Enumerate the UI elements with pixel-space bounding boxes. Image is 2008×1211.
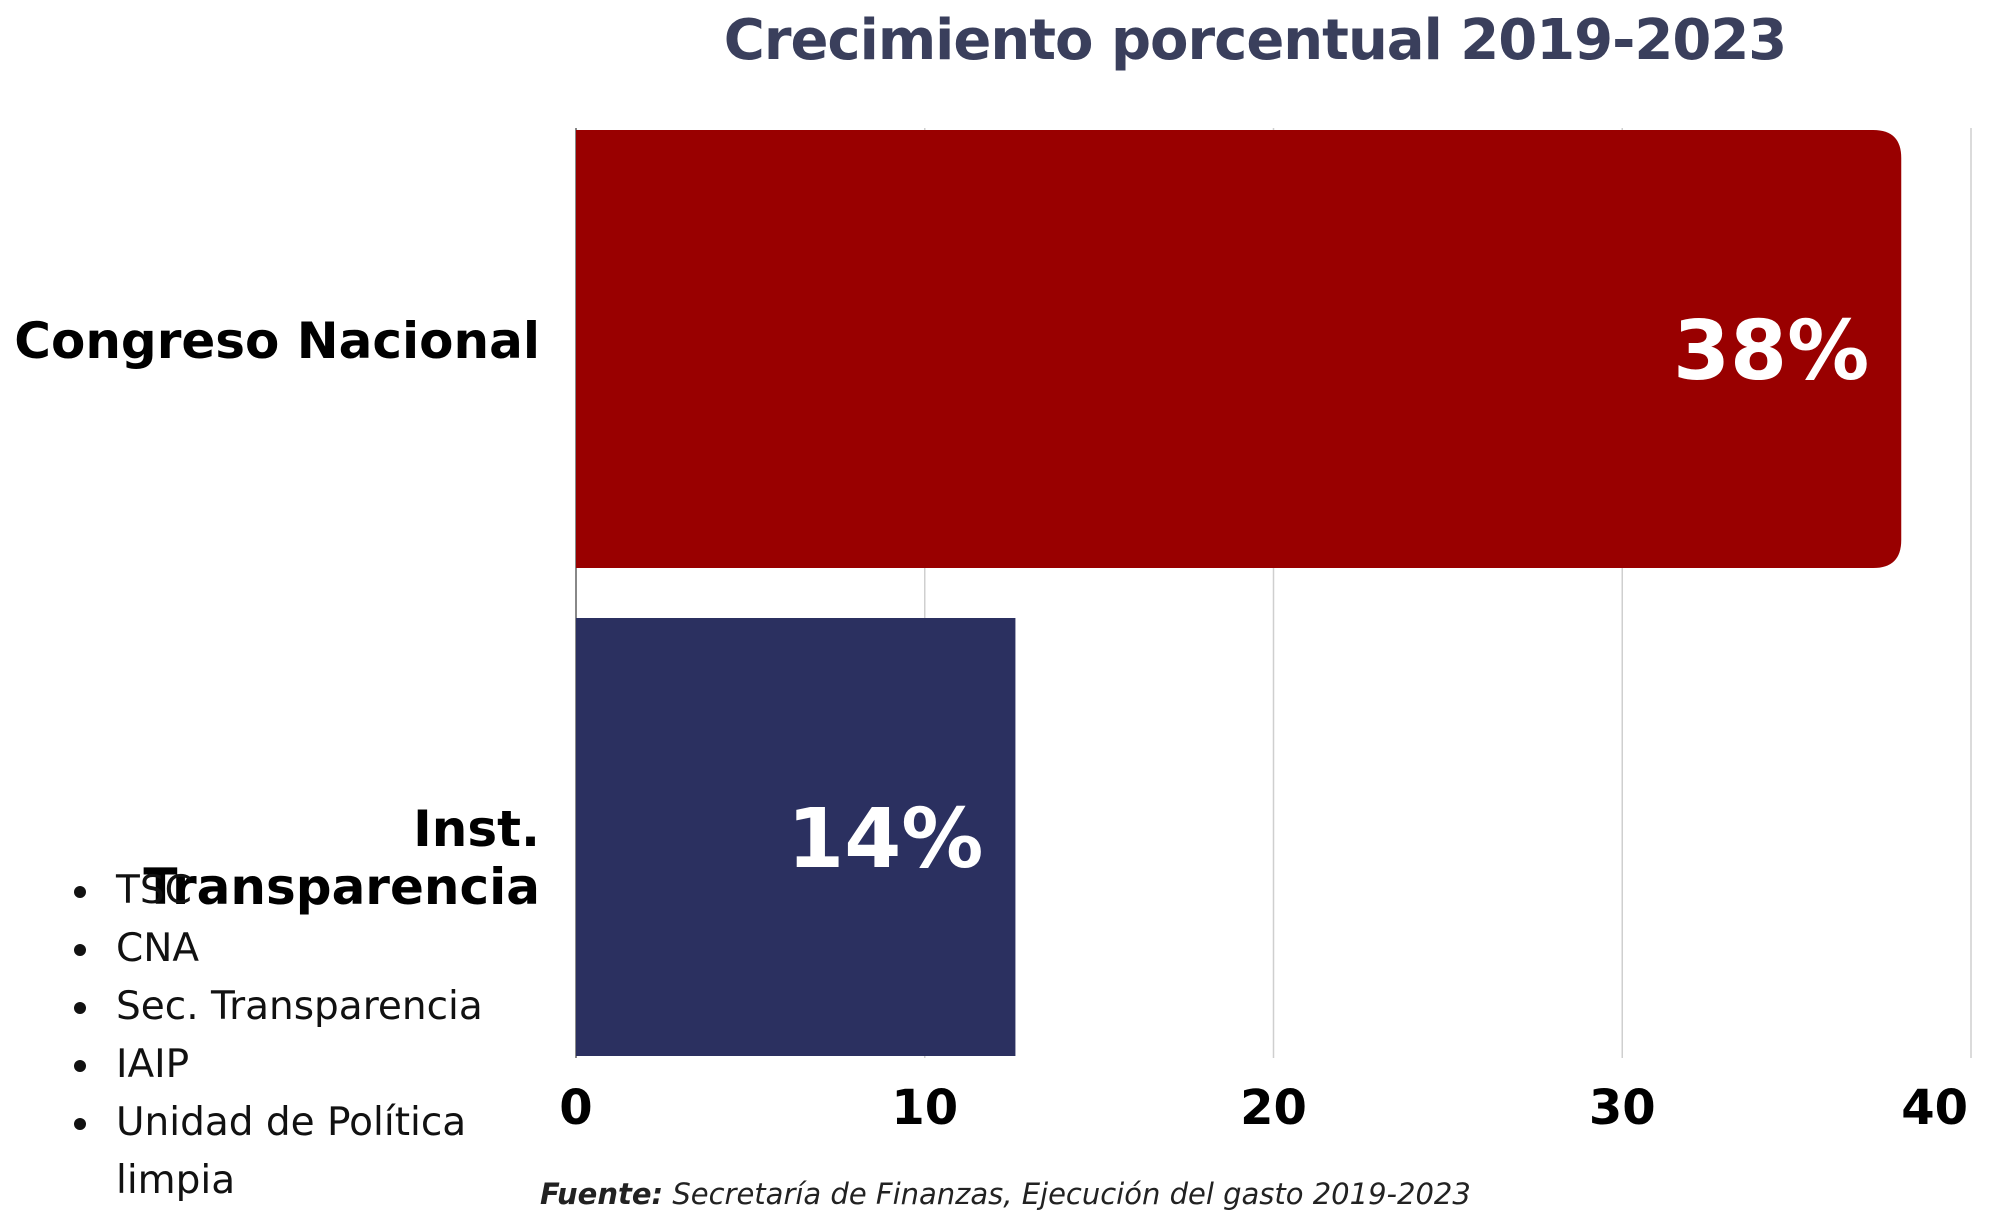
- sub-item: IAIP: [70, 1036, 576, 1094]
- category-label-transparencia: Inst. Transparencia: [143, 800, 540, 916]
- chart-title: Crecimiento porcentual 2019-2023: [723, 8, 1788, 73]
- bar: [576, 618, 1016, 1056]
- x-tick-label: 30: [1589, 1080, 1656, 1136]
- x-tick-label: 20: [1240, 1080, 1307, 1136]
- sub-item: CNA: [70, 920, 576, 978]
- sub-item: Unidad de Política limpia: [70, 1094, 576, 1210]
- category-label-congreso: Congreso Nacional: [14, 312, 540, 370]
- sub-item: Sec. Transparencia: [70, 978, 576, 1036]
- source-text: Secretaría de Finanzas, Ejecución del ga…: [672, 1177, 1471, 1211]
- x-tick-label: 0: [559, 1080, 592, 1136]
- data-label: 14%: [787, 792, 983, 887]
- x-tick-label: 40: [1901, 1080, 1968, 1136]
- x-tick-label: 10: [891, 1080, 958, 1136]
- source-label: Fuente:: [540, 1177, 664, 1211]
- bar: [576, 130, 1902, 568]
- sub-item: TSC: [70, 862, 576, 920]
- transparency-institutions-list: TSC CNA Sec. Transparencia IAIP Unidad d…: [70, 862, 576, 1210]
- data-label: 38%: [1673, 304, 1869, 399]
- source-note: Fuente: Secretaría de Finanzas, Ejecució…: [540, 1177, 1471, 1211]
